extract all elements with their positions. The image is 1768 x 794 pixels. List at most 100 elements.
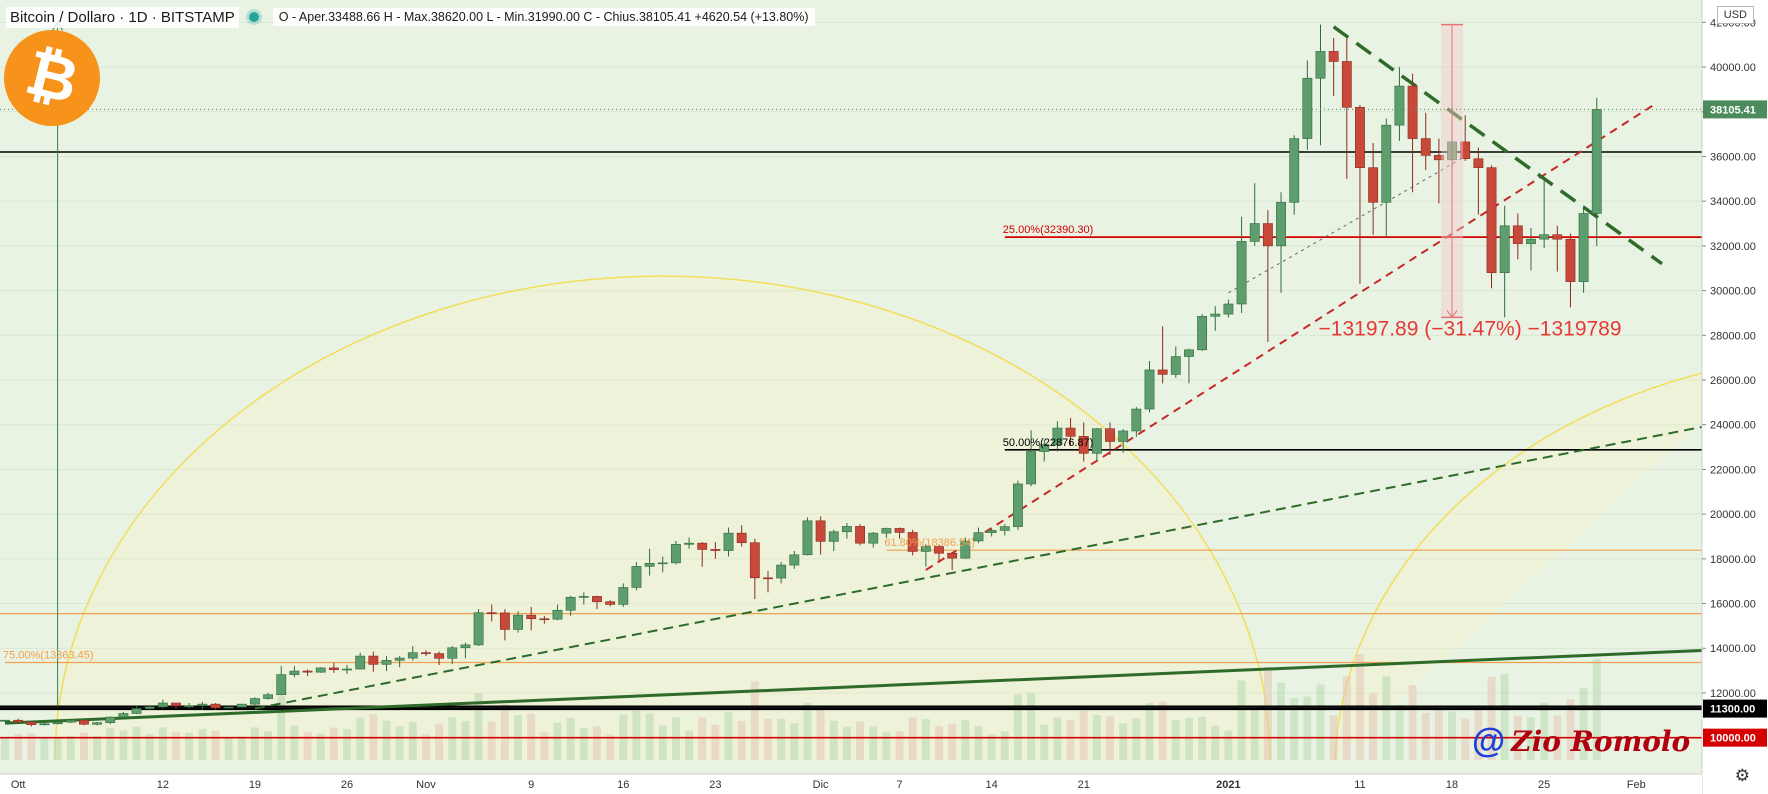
volume-bar-35 bbox=[461, 721, 470, 760]
measure-tool[interactable]: −13197.89 (−31.47%) −1319789 bbox=[1319, 23, 1622, 341]
volume-bar-50 bbox=[658, 725, 667, 760]
candle-body-15 bbox=[197, 703, 208, 706]
volume-bar-67 bbox=[882, 732, 891, 760]
volume-bar-15 bbox=[198, 729, 207, 760]
volume-bar-42 bbox=[553, 722, 562, 760]
volume-bar-27 bbox=[356, 717, 365, 760]
volume-bar-90 bbox=[1184, 717, 1193, 760]
candle-body-65 bbox=[855, 526, 865, 544]
signature-at: @ bbox=[1472, 722, 1506, 760]
candle-body-60 bbox=[789, 554, 800, 566]
candle-body-115 bbox=[1512, 225, 1523, 244]
candle-body-121 bbox=[1591, 109, 1602, 214]
candle-body-113 bbox=[1486, 167, 1497, 274]
volume-bar-114 bbox=[1500, 673, 1509, 760]
volume-bar-45 bbox=[593, 726, 601, 760]
x-tick-label-5: 9 bbox=[528, 779, 534, 791]
volume-bar-8 bbox=[106, 728, 115, 760]
downtrend-dashed-line bbox=[1332, 25, 1664, 266]
x-tick-label-10: 14 bbox=[986, 779, 998, 791]
candle-body-68 bbox=[894, 528, 905, 533]
candle-body-5 bbox=[65, 719, 76, 723]
volume-bar-49 bbox=[645, 713, 654, 760]
volume-bar-72 bbox=[948, 723, 957, 760]
volume-bar-24 bbox=[316, 733, 325, 760]
candle-body-41 bbox=[539, 618, 550, 621]
volume-bar-65 bbox=[856, 721, 865, 760]
candle-body-3 bbox=[39, 723, 50, 726]
volume-bar-104 bbox=[1369, 693, 1378, 760]
candle-body-107 bbox=[1407, 85, 1418, 139]
candle-body-114 bbox=[1499, 225, 1510, 274]
volume-bar-60 bbox=[790, 723, 799, 760]
volume-bar-86 bbox=[1132, 718, 1141, 760]
y-tick-label-7: 28000.00 bbox=[1710, 330, 1756, 342]
candle-body-67 bbox=[881, 528, 892, 534]
volume-bar-25 bbox=[329, 727, 338, 760]
volume-bar-74 bbox=[974, 726, 983, 760]
candle-body-14 bbox=[184, 705, 195, 707]
candle-body-82 bbox=[1078, 436, 1089, 454]
candle-body-96 bbox=[1262, 223, 1273, 247]
ohlc-values: O - Aper.33488.66 H - Max.38620.00 L - M… bbox=[272, 8, 815, 26]
candle-body-73 bbox=[960, 540, 971, 559]
volume-bar-75 bbox=[987, 734, 996, 760]
fib-level-label-2: 61.80%(18386.54) bbox=[884, 537, 975, 549]
candle-body-25 bbox=[328, 667, 339, 670]
candle-body-9 bbox=[118, 713, 129, 718]
candle-body-75 bbox=[986, 530, 997, 533]
volume-bar-89 bbox=[1171, 719, 1180, 760]
volume-bar-85 bbox=[1119, 723, 1128, 760]
volume-bar-81 bbox=[1066, 719, 1075, 760]
candle-body-32 bbox=[421, 652, 431, 655]
candle-body-45 bbox=[592, 596, 602, 603]
candle-body-2 bbox=[26, 721, 37, 725]
fib-arc-right bbox=[1334, 359, 1768, 761]
candle-body-44 bbox=[578, 596, 589, 598]
volume-bar-70 bbox=[921, 719, 930, 760]
x-tick-label-15: 25 bbox=[1538, 779, 1550, 791]
candle-body-91 bbox=[1197, 315, 1208, 351]
candle-body-37 bbox=[486, 612, 497, 614]
symbol-title[interactable]: Bitcoin / Dollaro · 1D · BITSTAMP bbox=[6, 6, 239, 28]
candle-body-64 bbox=[842, 526, 852, 533]
volume-bar-34 bbox=[448, 717, 457, 760]
x-tick-label-6: 16 bbox=[617, 779, 629, 791]
volume-bar-96 bbox=[1263, 666, 1272, 760]
volume-bar-87 bbox=[1145, 702, 1154, 760]
y-tick-label-15: 12000.00 bbox=[1710, 688, 1756, 700]
candle-body-101 bbox=[1328, 51, 1339, 62]
candle-body-74 bbox=[973, 532, 984, 542]
currency-button[interactable]: USD bbox=[1716, 6, 1754, 24]
long-term-trendline bbox=[4, 648, 1703, 725]
volume-bar-112 bbox=[1474, 706, 1483, 760]
candle-body-28 bbox=[368, 655, 379, 665]
candle-body-17 bbox=[223, 706, 234, 709]
level-badge-text-1: 10000.00 bbox=[1710, 733, 1756, 745]
volume-bar-92 bbox=[1211, 725, 1220, 760]
gear-icon[interactable]: ⚙ bbox=[1734, 766, 1750, 785]
candle-body-95 bbox=[1249, 223, 1260, 242]
volume-bar-58 bbox=[764, 718, 772, 760]
candle-body-63 bbox=[828, 531, 839, 542]
x-tick-label-2: 19 bbox=[249, 779, 261, 791]
candle-body-85 bbox=[1118, 430, 1129, 442]
x-tick-label-9: 7 bbox=[896, 779, 902, 791]
candle-body-78 bbox=[1026, 451, 1037, 485]
volume-bar-33 bbox=[435, 723, 444, 760]
volume-bar-26 bbox=[343, 729, 351, 760]
volume-bar-61 bbox=[803, 702, 812, 760]
volume-bar-22 bbox=[290, 725, 299, 760]
candle-body-66 bbox=[868, 532, 879, 544]
candle-body-69 bbox=[907, 532, 918, 552]
candle-body-11 bbox=[144, 706, 155, 709]
volume-bar-113 bbox=[1487, 676, 1496, 760]
red-dashed-trendline bbox=[925, 101, 1658, 571]
volume-bar-20 bbox=[264, 731, 273, 760]
volume-bar-29 bbox=[382, 720, 391, 760]
candle-body-92 bbox=[1210, 313, 1221, 317]
volume-bar-40 bbox=[527, 713, 536, 760]
candle-body-53 bbox=[697, 542, 708, 550]
x-tick-label-4: Nov bbox=[416, 779, 436, 791]
